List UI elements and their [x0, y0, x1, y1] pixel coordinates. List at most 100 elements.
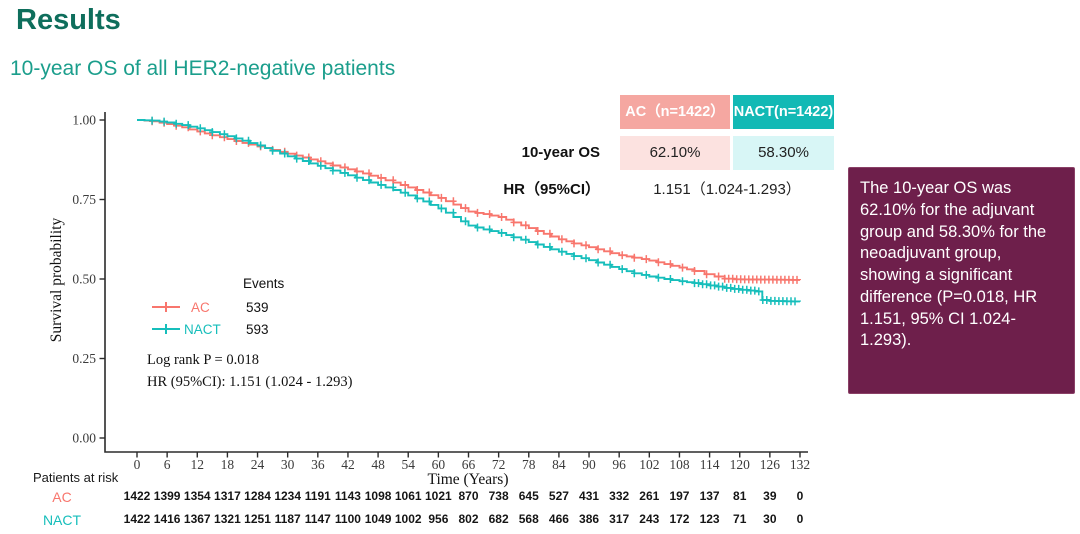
risk-value: 1321	[214, 512, 241, 526]
axes-lines	[104, 112, 808, 453]
risk-value: 197	[669, 489, 690, 503]
table-header-ac: AC（n=1422）	[620, 95, 730, 129]
x-tick-label: 60	[432, 457, 446, 472]
table-cell-os-nact: 58.30%	[733, 136, 834, 170]
risk-row-label-nact: NACT	[42, 512, 82, 528]
risk-value: 137	[699, 489, 720, 503]
risk-value: 1284	[244, 489, 271, 503]
legend-label-ac: AC	[191, 300, 210, 315]
risk-value: 1098	[364, 489, 392, 503]
risk-value: 431	[579, 489, 600, 503]
x-tick-label: 114	[700, 457, 720, 472]
risk-value: 802	[458, 512, 479, 526]
risk-value: 568	[518, 512, 539, 526]
risk-value: 1422	[123, 489, 151, 503]
table-row-label-hr: HR（95%CI）	[503, 181, 600, 198]
conclusion-callout: The 10-year OS was 62.10% for the adjuva…	[848, 167, 1075, 394]
risk-value: 1251	[244, 512, 271, 526]
risk-values-nact: 1422 1416 1367 1321 1251 1187 1147 1100 1049 1002…	[0, 512, 1080, 528]
nact-legend-marker-icon	[152, 324, 180, 334]
risk-row-label-ac: AC	[52, 489, 72, 505]
legend-events-nact: 593	[246, 322, 269, 337]
x-tick-label: 78	[522, 457, 536, 472]
risk-value: 317	[609, 512, 630, 526]
risk-value: 1234	[274, 489, 302, 503]
legend-events-ac: 539	[246, 300, 269, 315]
risk-value: 1143	[334, 489, 361, 503]
legend-events-header: Events	[243, 276, 285, 291]
risk-value: 645	[518, 489, 539, 503]
risk-values-ac: 1422 1399 1354 1317 1284 1234 1191 1143 1098 1061…	[0, 489, 1080, 505]
risk-value: 738	[488, 489, 509, 503]
x-axis-title: Time (Years)	[428, 471, 509, 488]
patients-at-risk-title: Patients at risk	[33, 470, 119, 485]
table-row-label-10yr-os: 10-year OS	[521, 144, 600, 161]
x-tick-label: 30	[281, 457, 295, 472]
table-header-nact: NACT(n=1422)	[733, 95, 834, 129]
x-tick-label: 54	[401, 457, 415, 472]
censor-marks-nact	[148, 116, 799, 306]
risk-value: 1416	[153, 512, 181, 526]
x-tick-label: 72	[492, 457, 506, 472]
x-tick-label: 90	[582, 457, 596, 472]
risk-value: 870	[458, 489, 479, 503]
x-tick-label: 42	[341, 457, 355, 472]
km-curve-nact	[137, 119, 801, 303]
x-tick-label: 108	[669, 457, 690, 472]
risk-value: 466	[548, 512, 569, 526]
risk-value: 1191	[304, 489, 331, 503]
x-tick-label: 18	[221, 457, 235, 472]
y-tick-label: 0.75	[72, 192, 96, 207]
x-tick-label: 132	[790, 457, 810, 472]
risk-value: 1422	[123, 512, 151, 526]
x-tick-label: 102	[639, 457, 659, 472]
logrank-text: Log rank P = 0.018	[147, 352, 259, 368]
x-tick-label: 6	[164, 457, 171, 472]
x-tick-label: 0	[134, 457, 141, 472]
risk-value: 1399	[153, 489, 181, 503]
risk-value: 1187	[274, 512, 301, 526]
risk-value: 332	[609, 489, 630, 503]
risk-value: 1354	[183, 489, 211, 503]
table-cell-hr-value: 1.151（1.024-1.293）	[653, 181, 801, 198]
risk-value: 1002	[394, 512, 422, 526]
risk-value: 386	[579, 512, 600, 526]
risk-value: 71	[733, 512, 747, 526]
y-axis-title: Survival probability	[48, 218, 65, 343]
risk-value: 1061	[394, 489, 422, 503]
risk-value: 261	[639, 489, 660, 503]
risk-value: 1367	[183, 512, 211, 526]
hr-ci-text: HR (95%CI): 1.151 (1.024 - 1.293)	[147, 374, 353, 390]
risk-value: 527	[548, 489, 569, 503]
x-tick-label: 96	[612, 457, 626, 472]
risk-value: 1021	[425, 489, 452, 503]
y-tick-label: 0.50	[72, 272, 96, 287]
risk-value: 956	[428, 512, 449, 526]
legend-label-nact: NACT	[184, 322, 221, 337]
risk-value: 243	[639, 512, 660, 526]
x-tick-label: 84	[552, 457, 566, 472]
x-tick-label: 36	[311, 457, 325, 472]
section-subtitle: 10-year OS of all HER2-negative patients	[10, 57, 396, 80]
risk-value: 682	[488, 512, 509, 526]
ac-legend-marker-icon	[152, 302, 180, 312]
risk-value: 1317	[214, 489, 241, 503]
y-tick-label: 0.00	[72, 431, 96, 446]
risk-value: 1049	[364, 512, 392, 526]
risk-value: 1100	[334, 512, 361, 526]
x-tick-label: 120	[730, 457, 751, 472]
risk-value: 172	[669, 512, 690, 526]
risk-value: 81	[733, 489, 747, 503]
risk-value: 30	[763, 512, 777, 526]
risk-value: 0	[796, 489, 804, 503]
y-tick-label: 0.25	[72, 351, 96, 366]
risk-value: 0	[796, 512, 804, 526]
x-tick-label: 48	[371, 457, 385, 472]
x-tick-label: 126	[760, 457, 781, 472]
table-cell-os-ac: 62.10%	[620, 136, 730, 170]
x-tick-label: 12	[191, 457, 205, 472]
conclusion-text: The 10-year OS was 62.10% for the adjuva…	[860, 179, 1047, 350]
y-tick-label: 1.00	[72, 113, 96, 128]
